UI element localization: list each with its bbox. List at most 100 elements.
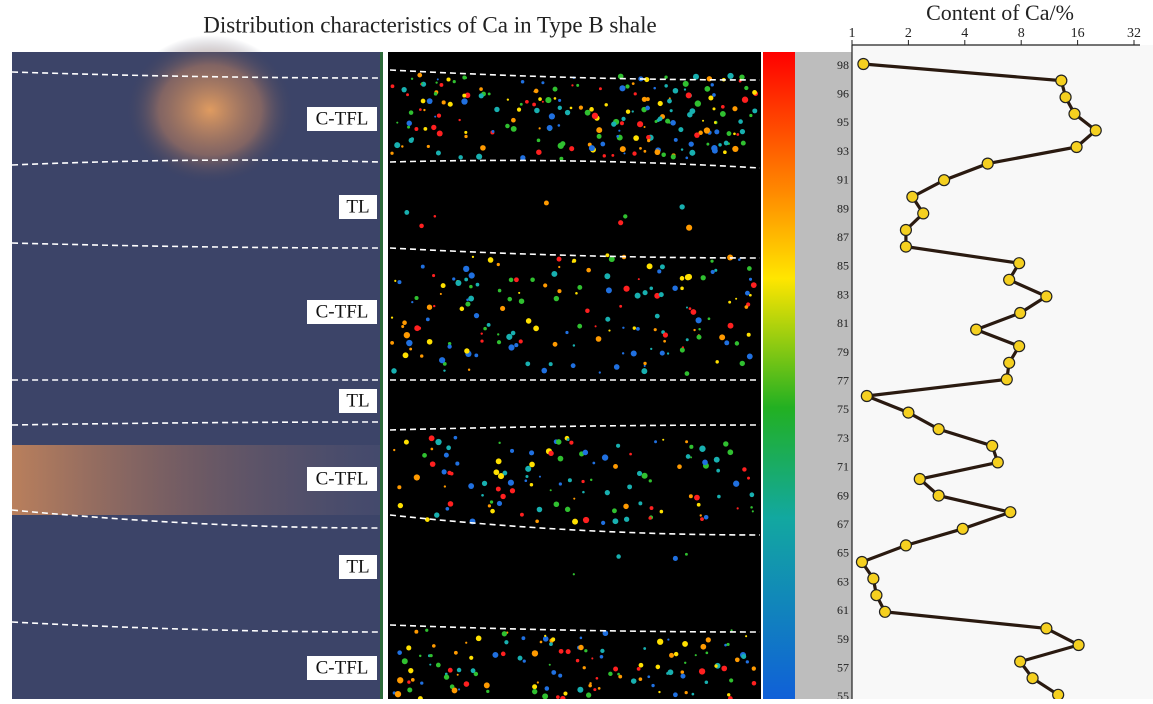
label-box bbox=[307, 656, 377, 680]
speckle bbox=[423, 127, 428, 131]
speckle bbox=[599, 655, 604, 659]
speckle bbox=[692, 73, 699, 80]
speckle bbox=[420, 264, 425, 269]
speckle bbox=[684, 691, 688, 695]
speckle bbox=[464, 92, 471, 99]
speckle bbox=[486, 689, 490, 694]
speckle bbox=[498, 441, 501, 445]
speckle bbox=[463, 681, 470, 687]
speckle bbox=[556, 695, 560, 699]
speckle bbox=[685, 92, 692, 99]
speckle bbox=[659, 264, 665, 270]
speckle bbox=[683, 88, 687, 91]
speckle bbox=[630, 350, 637, 357]
speckle bbox=[718, 143, 722, 147]
speckle bbox=[752, 90, 757, 95]
speckle bbox=[748, 277, 753, 281]
speckle bbox=[593, 688, 597, 692]
speckle bbox=[668, 121, 671, 124]
speckle bbox=[700, 643, 707, 650]
speckle bbox=[739, 74, 745, 80]
speckle bbox=[552, 341, 558, 347]
speckle bbox=[465, 301, 471, 307]
speckle bbox=[578, 105, 584, 110]
speckle bbox=[727, 72, 734, 80]
speckle bbox=[710, 259, 714, 263]
speckle bbox=[672, 87, 679, 94]
speckle bbox=[443, 369, 446, 372]
x-tick-label: 32 bbox=[1127, 26, 1141, 41]
speckle bbox=[585, 692, 592, 698]
speckle bbox=[714, 664, 718, 668]
element-map bbox=[388, 52, 761, 702]
speckle bbox=[458, 155, 463, 160]
speckle bbox=[746, 266, 752, 271]
speckle bbox=[702, 459, 708, 466]
speckle bbox=[685, 306, 689, 309]
speckle bbox=[694, 132, 700, 138]
speckle bbox=[641, 472, 648, 479]
speckle bbox=[566, 438, 570, 441]
speckle bbox=[685, 440, 689, 444]
speckle bbox=[601, 520, 606, 526]
speckle bbox=[733, 132, 736, 136]
speckle bbox=[751, 666, 756, 671]
speckle bbox=[659, 509, 664, 514]
speckle bbox=[641, 96, 647, 102]
speckle bbox=[426, 338, 433, 345]
speckle bbox=[645, 97, 650, 102]
speckle bbox=[686, 224, 693, 231]
speckle bbox=[682, 641, 688, 647]
speckle bbox=[579, 636, 583, 640]
speckle bbox=[582, 449, 589, 456]
speckle bbox=[548, 362, 553, 367]
speckle bbox=[542, 693, 549, 700]
speckle bbox=[458, 118, 461, 122]
speckle bbox=[612, 518, 619, 525]
speckle bbox=[707, 317, 711, 321]
speckle bbox=[459, 306, 465, 312]
x-tick-label: 4 bbox=[961, 26, 968, 41]
speckle bbox=[662, 332, 669, 338]
speckle bbox=[443, 452, 449, 458]
speckle bbox=[436, 113, 442, 118]
speckle bbox=[575, 658, 580, 663]
speckle bbox=[586, 267, 591, 273]
speckle bbox=[525, 99, 529, 104]
speckle bbox=[401, 325, 405, 329]
speckle bbox=[407, 687, 413, 693]
speckle bbox=[726, 642, 730, 646]
speckle bbox=[631, 82, 635, 86]
speckle bbox=[680, 670, 685, 674]
speckle bbox=[742, 467, 747, 472]
speckle bbox=[664, 84, 668, 88]
photo-panel bbox=[12, 35, 383, 699]
speckle bbox=[410, 77, 414, 80]
speckle bbox=[519, 512, 524, 517]
point bbox=[1026, 672, 1039, 685]
point bbox=[981, 157, 994, 170]
speckle bbox=[616, 134, 620, 138]
speckle bbox=[643, 125, 646, 129]
speckle bbox=[647, 138, 651, 143]
speckle bbox=[434, 115, 437, 118]
point bbox=[970, 323, 983, 336]
speckle bbox=[483, 682, 490, 689]
speckle bbox=[558, 265, 561, 269]
speckle bbox=[555, 439, 562, 445]
speckle bbox=[572, 344, 576, 347]
point bbox=[860, 389, 873, 403]
speckle bbox=[447, 101, 453, 107]
speckle bbox=[456, 673, 459, 676]
speckle bbox=[413, 474, 420, 481]
speckle bbox=[536, 149, 542, 155]
speckle bbox=[447, 501, 454, 507]
speckle bbox=[661, 152, 666, 158]
speckle bbox=[411, 301, 414, 304]
speckle bbox=[409, 347, 413, 351]
speckle bbox=[747, 354, 751, 358]
speckle bbox=[520, 155, 526, 161]
speckle bbox=[653, 328, 657, 332]
speckle bbox=[659, 350, 665, 356]
speckle bbox=[642, 290, 648, 296]
